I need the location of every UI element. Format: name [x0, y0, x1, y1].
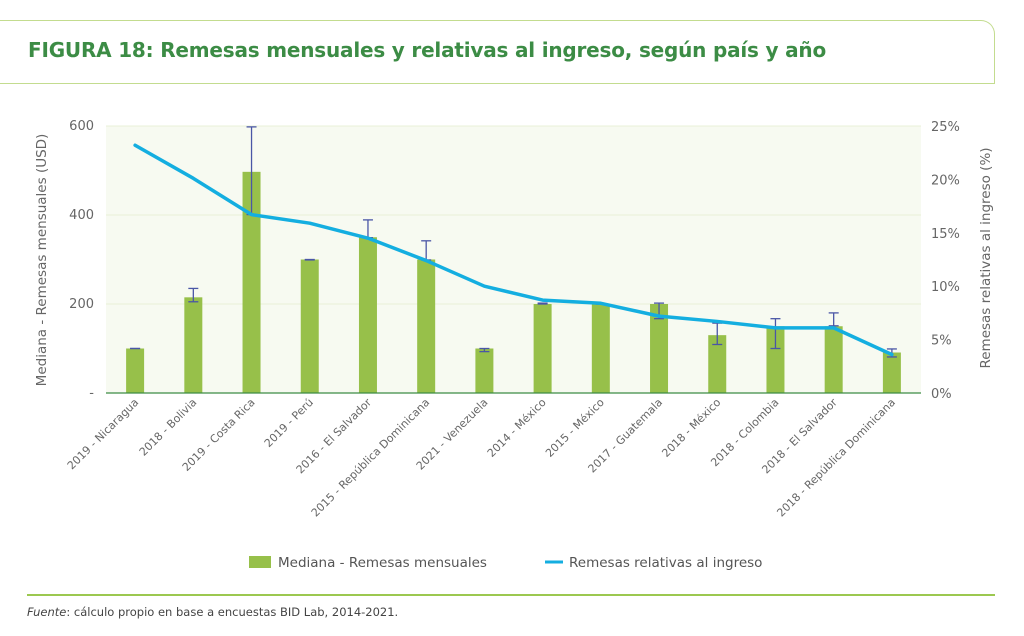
bar — [126, 348, 145, 393]
x-tick-label: 2019 - Nicaragua — [65, 396, 141, 472]
bar — [708, 335, 727, 393]
y-left-tick-label: - — [89, 386, 94, 401]
y-right-tick-label: 0% — [931, 387, 952, 402]
legend-bar-label: Mediana - Remesas mensuales — [278, 555, 487, 571]
bar — [650, 304, 669, 393]
legend-bar-swatch — [249, 556, 271, 568]
source-text: : cálculo propio en base a encuestas BID… — [66, 605, 399, 619]
bar — [417, 259, 436, 393]
figure-title: FIGURA 18: Remesas mensuales y relativas… — [28, 38, 826, 62]
x-tick-label: 2015 - México — [543, 396, 607, 460]
x-tick-label: 2014 - México — [485, 396, 549, 460]
bar — [475, 348, 494, 393]
plot-area — [106, 126, 921, 393]
y-right-tick-label: 25% — [931, 120, 960, 135]
title-frame — [0, 20, 995, 84]
y-left-tick-label: 600 — [69, 119, 94, 134]
x-tick-label: 2018 - Bolivia — [137, 396, 200, 459]
bar — [358, 237, 377, 393]
bar — [766, 326, 785, 393]
y-right-tick-label: 5% — [931, 334, 952, 349]
bar — [184, 297, 203, 393]
bar — [300, 259, 319, 393]
legend-line-label: Remesas relativas al ingreso — [569, 555, 762, 571]
line-series — [133, 143, 894, 357]
bar — [882, 352, 901, 393]
bar — [824, 326, 843, 393]
x-tick-label: 2018 - México — [659, 396, 723, 460]
bar — [533, 304, 552, 393]
y-right-tick-label: 20% — [931, 173, 960, 188]
y-right-tick-label: 15% — [931, 227, 960, 242]
y-left-tick-label: 200 — [69, 297, 94, 312]
y-right-tick-label: 10% — [931, 280, 960, 295]
x-tick-label: 2018 - República Dominicana — [774, 396, 898, 520]
y-left-tick-label: 400 — [69, 208, 94, 223]
bar — [591, 304, 610, 393]
footer-divider — [27, 594, 995, 596]
x-tick-label: 2019 - Perú — [262, 396, 316, 450]
source-note: Fuente: cálculo propio en base a encuest… — [27, 605, 398, 619]
source-label: Fuente — [27, 605, 67, 619]
y-right-axis-label: Remesas relativas al ingreso (%) — [978, 147, 994, 368]
y-left-axis-label: Mediana - Remesas mensuales (USD) — [34, 134, 50, 387]
x-tick-label: 2015 - República Dominicana — [309, 396, 433, 520]
bar — [242, 171, 261, 393]
